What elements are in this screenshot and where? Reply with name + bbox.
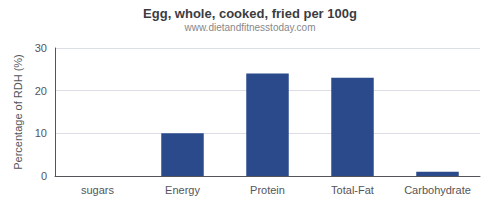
svg-text:Percentage of RDH (%): Percentage of RDH (%) [12, 54, 24, 170]
svg-text:Egg, whole, cooked, fried per: Egg, whole, cooked, fried per 100g [143, 6, 357, 21]
svg-text:Energy: Energy [165, 184, 200, 196]
svg-text:0: 0 [41, 170, 47, 182]
svg-text:30: 30 [35, 42, 47, 54]
svg-text:Protein: Protein [250, 184, 285, 196]
svg-text:Carbohydrate: Carbohydrate [404, 184, 471, 196]
svg-text:www.dietandfitnesstoday.com: www.dietandfitnesstoday.com [184, 22, 316, 33]
svg-text:20: 20 [35, 85, 47, 97]
svg-text:10: 10 [35, 127, 47, 139]
svg-text:Total-Fat: Total-Fat [331, 184, 374, 196]
svg-text:sugars: sugars [81, 184, 115, 196]
